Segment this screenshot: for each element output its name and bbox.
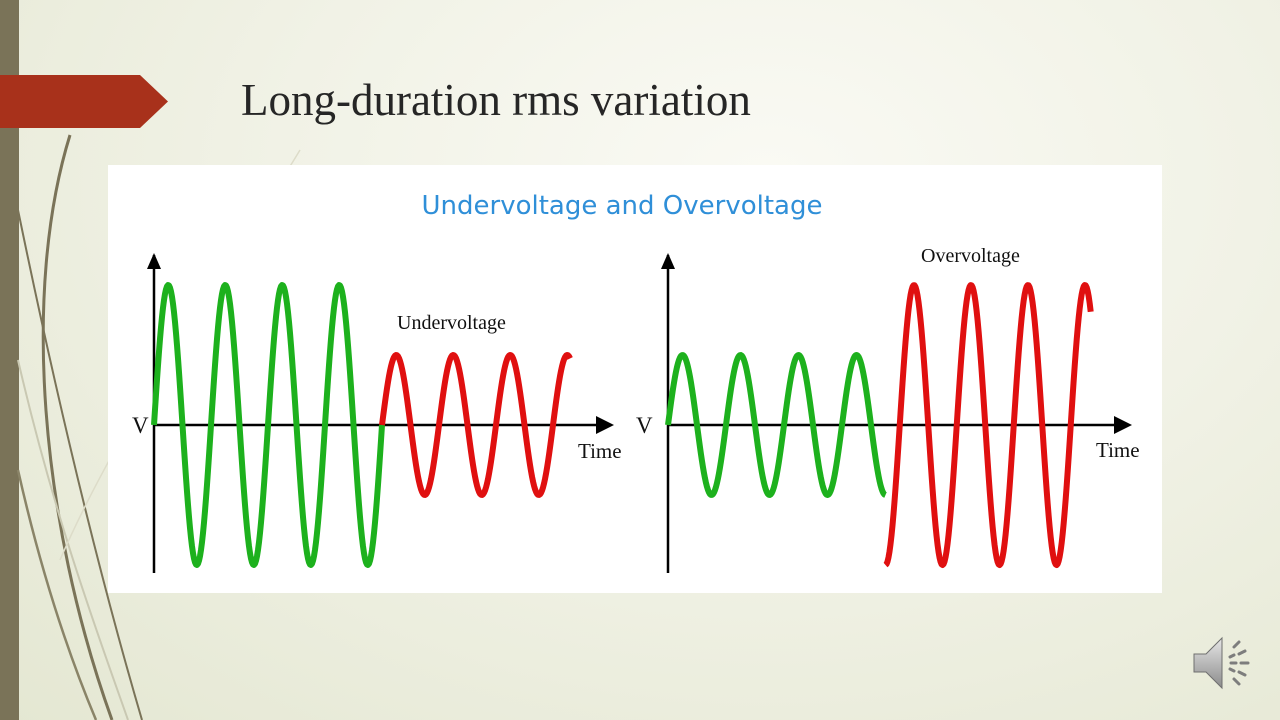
- event-label: Overvoltage: [921, 245, 1020, 267]
- title-accent-arrow: [0, 75, 168, 128]
- y-axis-label: V: [132, 413, 149, 438]
- y-axis-arrowhead: [661, 253, 675, 269]
- x-axis-arrowhead: [596, 416, 614, 434]
- y-axis-label: V: [636, 413, 653, 438]
- normal-voltage-wave: [151, 282, 385, 568]
- figure-heading: Undervoltage and Overvoltage: [422, 191, 823, 221]
- voltage-diagram: Undervoltage and Overvoltage V Time Unde…: [132, 191, 1140, 573]
- undervoltage-wave: [379, 352, 573, 498]
- x-axis-label: Time: [578, 439, 622, 463]
- y-axis-arrowhead: [147, 253, 161, 269]
- speaker-icon[interactable]: [1190, 630, 1256, 696]
- slide-title: Long-duration rms variation: [241, 75, 751, 125]
- x-axis-arrowhead: [1114, 416, 1132, 434]
- event-label: Undervoltage: [397, 312, 506, 334]
- voltage-figure: Undervoltage and Overvoltage V Time Unde…: [108, 165, 1162, 593]
- sidebar-stripe: [0, 0, 19, 720]
- x-axis-label: Time: [1096, 438, 1140, 462]
- overvoltage-wave: [883, 282, 1094, 568]
- normal-voltage-wave: [665, 352, 888, 498]
- overvoltage-panel: V Time Overvoltage: [636, 245, 1140, 573]
- undervoltage-panel: V Time Undervoltage: [132, 253, 622, 573]
